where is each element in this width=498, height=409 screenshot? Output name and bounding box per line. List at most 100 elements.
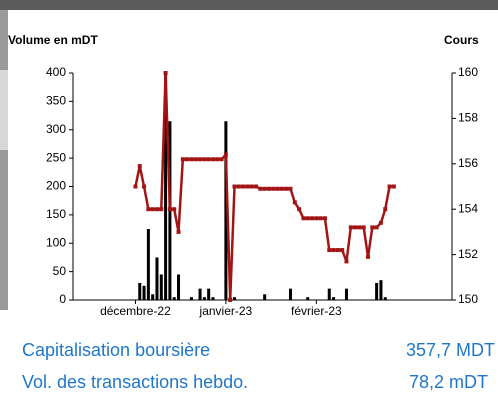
stat-value: 78,2 mDT: [409, 372, 488, 392]
volume-bar: [263, 294, 267, 300]
volume-bar: [151, 294, 155, 300]
price-marker: [198, 157, 203, 162]
volume-bar: [327, 288, 331, 300]
y2-tick-label: 160: [458, 65, 478, 79]
price-marker: [297, 207, 302, 212]
stat-value: 357,7 MDT: [406, 340, 495, 360]
price-marker: [258, 186, 263, 191]
price-marker: [335, 248, 340, 253]
y-tick-label: 350: [46, 94, 66, 108]
y2-tick-label: 152: [458, 247, 478, 261]
price-marker: [387, 184, 392, 189]
price-marker: [180, 157, 185, 162]
y-tick-label: 50: [53, 264, 67, 278]
price-marker: [159, 207, 164, 212]
price-marker: [223, 152, 228, 157]
volume-bar: [177, 274, 181, 300]
price-marker: [172, 207, 177, 212]
stat-label: Vol. des transactions hebdo.: [22, 372, 248, 392]
price-marker: [215, 157, 220, 162]
price-marker: [262, 186, 267, 191]
volume-bar: [164, 73, 168, 300]
price-marker: [314, 216, 319, 221]
y2-axis-title: Cours: [444, 33, 479, 47]
price-marker: [344, 259, 349, 264]
price-marker: [271, 186, 276, 191]
price-marker: [305, 216, 310, 221]
price-marker: [146, 207, 151, 212]
y-tick-label: 100: [46, 235, 66, 249]
left-frame-segment: [0, 70, 8, 150]
price-marker: [284, 186, 289, 191]
price-marker: [340, 248, 345, 253]
y-tick-label: 0: [59, 292, 66, 306]
volume-bar: [198, 288, 202, 300]
y-tick-label: 150: [46, 207, 66, 221]
price-marker: [245, 184, 250, 189]
price-marker: [219, 157, 224, 162]
price-marker: [322, 216, 327, 221]
volume-bar: [306, 297, 310, 300]
volume-bar: [332, 297, 336, 300]
price-marker: [266, 186, 271, 191]
volume-bar: [146, 229, 150, 300]
price-marker: [150, 207, 155, 212]
y2-tick-label: 150: [458, 292, 478, 306]
price-marker: [228, 298, 233, 302]
volume-bar: [155, 257, 159, 300]
volume-bar: [172, 297, 176, 300]
price-marker: [137, 164, 142, 169]
price-marker: [202, 157, 207, 162]
x-tick-label: février-23: [291, 304, 342, 318]
y-tick-label: 300: [46, 122, 66, 136]
price-marker: [292, 200, 297, 205]
price-marker: [301, 216, 306, 221]
volume-bar: [288, 288, 293, 300]
y-tick-label: 250: [46, 150, 66, 164]
price-marker: [366, 254, 371, 259]
volume-bar: [211, 297, 215, 300]
y2-tick-label: 158: [458, 111, 478, 125]
y-tick-label: 400: [46, 65, 66, 79]
price-marker: [331, 248, 336, 253]
left-frame: [0, 10, 8, 310]
volume-bar: [202, 297, 206, 300]
volume-bar: [375, 282, 379, 300]
price-marker: [370, 225, 375, 230]
price-marker: [189, 157, 194, 162]
price-marker: [167, 207, 172, 212]
price-marker: [163, 71, 168, 75]
y-axis-title: Volume en mDT: [8, 33, 98, 47]
x-tick-label: décembre-22: [100, 304, 171, 318]
volume-bar: [232, 297, 237, 300]
price-marker: [310, 216, 315, 221]
price-marker: [383, 207, 388, 212]
price-marker: [357, 225, 362, 230]
price-marker: [353, 225, 358, 230]
volume-bar: [207, 288, 211, 300]
volume-bar: [142, 285, 146, 300]
volume-bar: [344, 288, 348, 300]
volume-bar: [383, 297, 387, 300]
price-marker: [176, 229, 181, 234]
price-marker: [236, 184, 241, 189]
price-marker: [210, 157, 215, 162]
top-frame: [0, 0, 498, 10]
x-tick-label: janvier-23: [199, 304, 253, 318]
price-marker: [378, 220, 383, 225]
y-tick-label: 200: [46, 179, 66, 193]
price-marker: [348, 225, 353, 230]
price-marker: [254, 184, 259, 189]
stat-label: Capitalisation boursière: [22, 340, 210, 360]
price-marker: [374, 225, 379, 230]
price-marker: [318, 216, 323, 221]
price-marker: [154, 207, 159, 212]
price-marker: [327, 248, 332, 253]
volume-bar: [159, 274, 163, 300]
price-marker: [391, 184, 396, 189]
volume-bar: [379, 280, 383, 300]
price-marker: [193, 157, 198, 162]
price-marker: [361, 225, 366, 230]
